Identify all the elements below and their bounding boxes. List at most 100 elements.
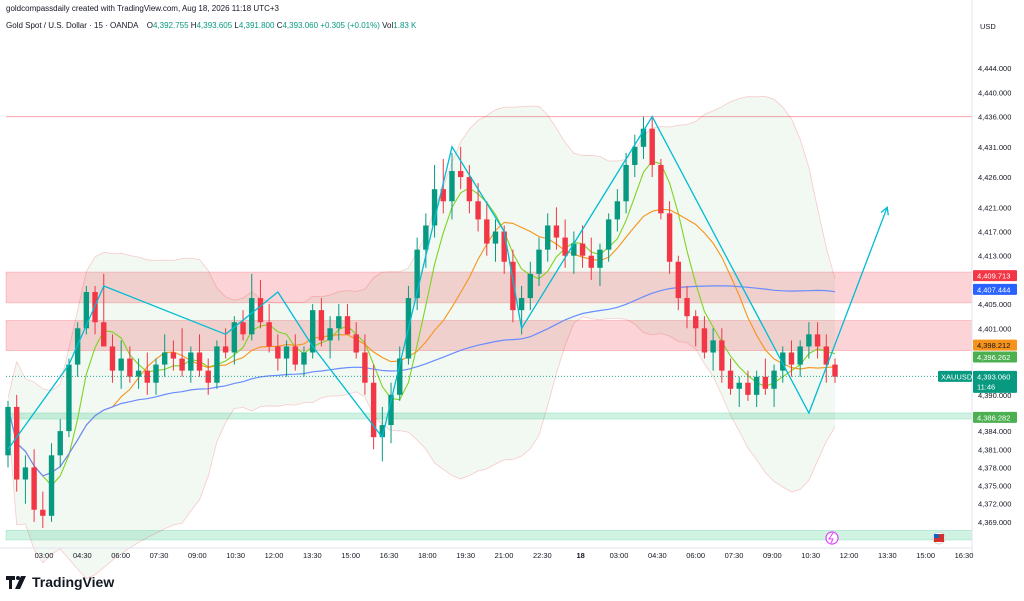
candle[interactable]: [666, 201, 673, 274]
candle[interactable]: [806, 322, 812, 359]
candle[interactable]: [536, 237, 542, 286]
candle[interactable]: [231, 316, 238, 365]
candle[interactable]: [222, 328, 229, 359]
candle-body: [536, 249, 542, 274]
candle[interactable]: [14, 394, 20, 492]
candle[interactable]: [832, 358, 838, 383]
candle[interactable]: [719, 328, 725, 383]
candle[interactable]: [257, 279, 264, 329]
candle[interactable]: [301, 346, 307, 377]
candle[interactable]: [214, 340, 220, 389]
earnings-icon[interactable]: [825, 531, 839, 545]
candle[interactable]: [283, 340, 290, 377]
candle[interactable]: [379, 406, 386, 462]
candle[interactable]: [466, 164, 473, 214]
candle[interactable]: [414, 237, 420, 311]
us-flag-icon[interactable]: [932, 531, 946, 545]
candle[interactable]: [675, 255, 682, 311]
candle[interactable]: [736, 376, 742, 407]
candle[interactable]: [771, 364, 777, 407]
candle[interactable]: [614, 189, 621, 232]
candle-body: [222, 346, 229, 353]
candle[interactable]: [632, 134, 638, 178]
candle[interactable]: [40, 491, 46, 528]
candle[interactable]: [31, 449, 37, 522]
candle[interactable]: [701, 316, 708, 359]
candle[interactable]: [727, 358, 734, 395]
price-axis[interactable]: 4,444.000 4,440.000 4,436.000 4,431.000 4,42…: [978, 64, 1011, 527]
candle[interactable]: [684, 285, 690, 329]
candle[interactable]: [510, 249, 516, 323]
candle[interactable]: [309, 304, 316, 359]
candle-body: [510, 261, 516, 311]
candle[interactable]: [484, 201, 490, 256]
candle[interactable]: [5, 400, 11, 468]
candle[interactable]: [710, 328, 716, 371]
candle[interactable]: [83, 285, 90, 335]
candle[interactable]: [553, 207, 560, 250]
candle[interactable]: [823, 334, 829, 383]
zigzag-arrowhead: [880, 206, 889, 216]
candle[interactable]: [353, 322, 359, 359]
candle[interactable]: [179, 328, 185, 377]
candle[interactable]: [249, 273, 255, 341]
candle[interactable]: [22, 455, 29, 504]
candle[interactable]: [153, 358, 159, 395]
candle[interactable]: [292, 334, 298, 371]
candle[interactable]: [388, 382, 394, 444]
candle[interactable]: [640, 116, 647, 159]
candle-body: [545, 225, 551, 250]
candle[interactable]: [240, 310, 246, 341]
candle[interactable]: [161, 334, 168, 377]
candle[interactable]: [275, 334, 281, 371]
candle[interactable]: [527, 261, 534, 311]
time-tick: 10:30: [226, 551, 245, 560]
candle[interactable]: [562, 219, 568, 268]
candle[interactable]: [370, 364, 377, 450]
candle[interactable]: [457, 146, 464, 190]
candle[interactable]: [423, 213, 429, 268]
candle[interactable]: [745, 370, 751, 401]
candle[interactable]: [545, 213, 551, 262]
tradingview-logo[interactable]: TradingView: [6, 574, 114, 590]
candle[interactable]: [623, 152, 629, 214]
candle[interactable]: [266, 304, 272, 353]
candle[interactable]: [327, 316, 333, 359]
candle[interactable]: [658, 158, 664, 220]
candle[interactable]: [362, 334, 368, 395]
candle[interactable]: [649, 116, 655, 178]
candle[interactable]: [431, 164, 438, 238]
candle[interactable]: [57, 419, 63, 468]
candle[interactable]: [788, 340, 795, 377]
candle[interactable]: [449, 152, 455, 220]
candle[interactable]: [814, 322, 821, 359]
candle[interactable]: [196, 334, 203, 377]
close-label: C: [276, 21, 283, 30]
candle[interactable]: [318, 298, 325, 347]
candle[interactable]: [605, 213, 612, 262]
candle[interactable]: [475, 183, 481, 232]
candle[interactable]: [579, 225, 586, 268]
candle[interactable]: [205, 358, 211, 395]
candle[interactable]: [48, 443, 55, 522]
candle-body: [597, 249, 603, 268]
candle[interactable]: [797, 340, 803, 377]
candles[interactable]: [5, 116, 838, 528]
candle[interactable]: [492, 219, 499, 262]
candle[interactable]: [66, 358, 72, 438]
candle[interactable]: [344, 304, 351, 335]
candle[interactable]: [336, 304, 342, 341]
candle[interactable]: [188, 346, 194, 383]
symbol-name[interactable]: Gold Spot / U.S. Dollar · 15 · OANDA: [6, 21, 139, 30]
candle[interactable]: [109, 334, 116, 383]
candle[interactable]: [440, 158, 446, 214]
candle[interactable]: [571, 231, 577, 274]
candle[interactable]: [170, 340, 177, 371]
candle[interactable]: [597, 243, 603, 286]
candle[interactable]: [693, 310, 699, 347]
candle[interactable]: [135, 358, 142, 389]
candle[interactable]: [588, 237, 594, 280]
time-axis[interactable]: 03:00 04:30 06:00 07:30 09:00 10:30 12:00 13:30…: [35, 551, 974, 560]
candle[interactable]: [118, 340, 124, 389]
